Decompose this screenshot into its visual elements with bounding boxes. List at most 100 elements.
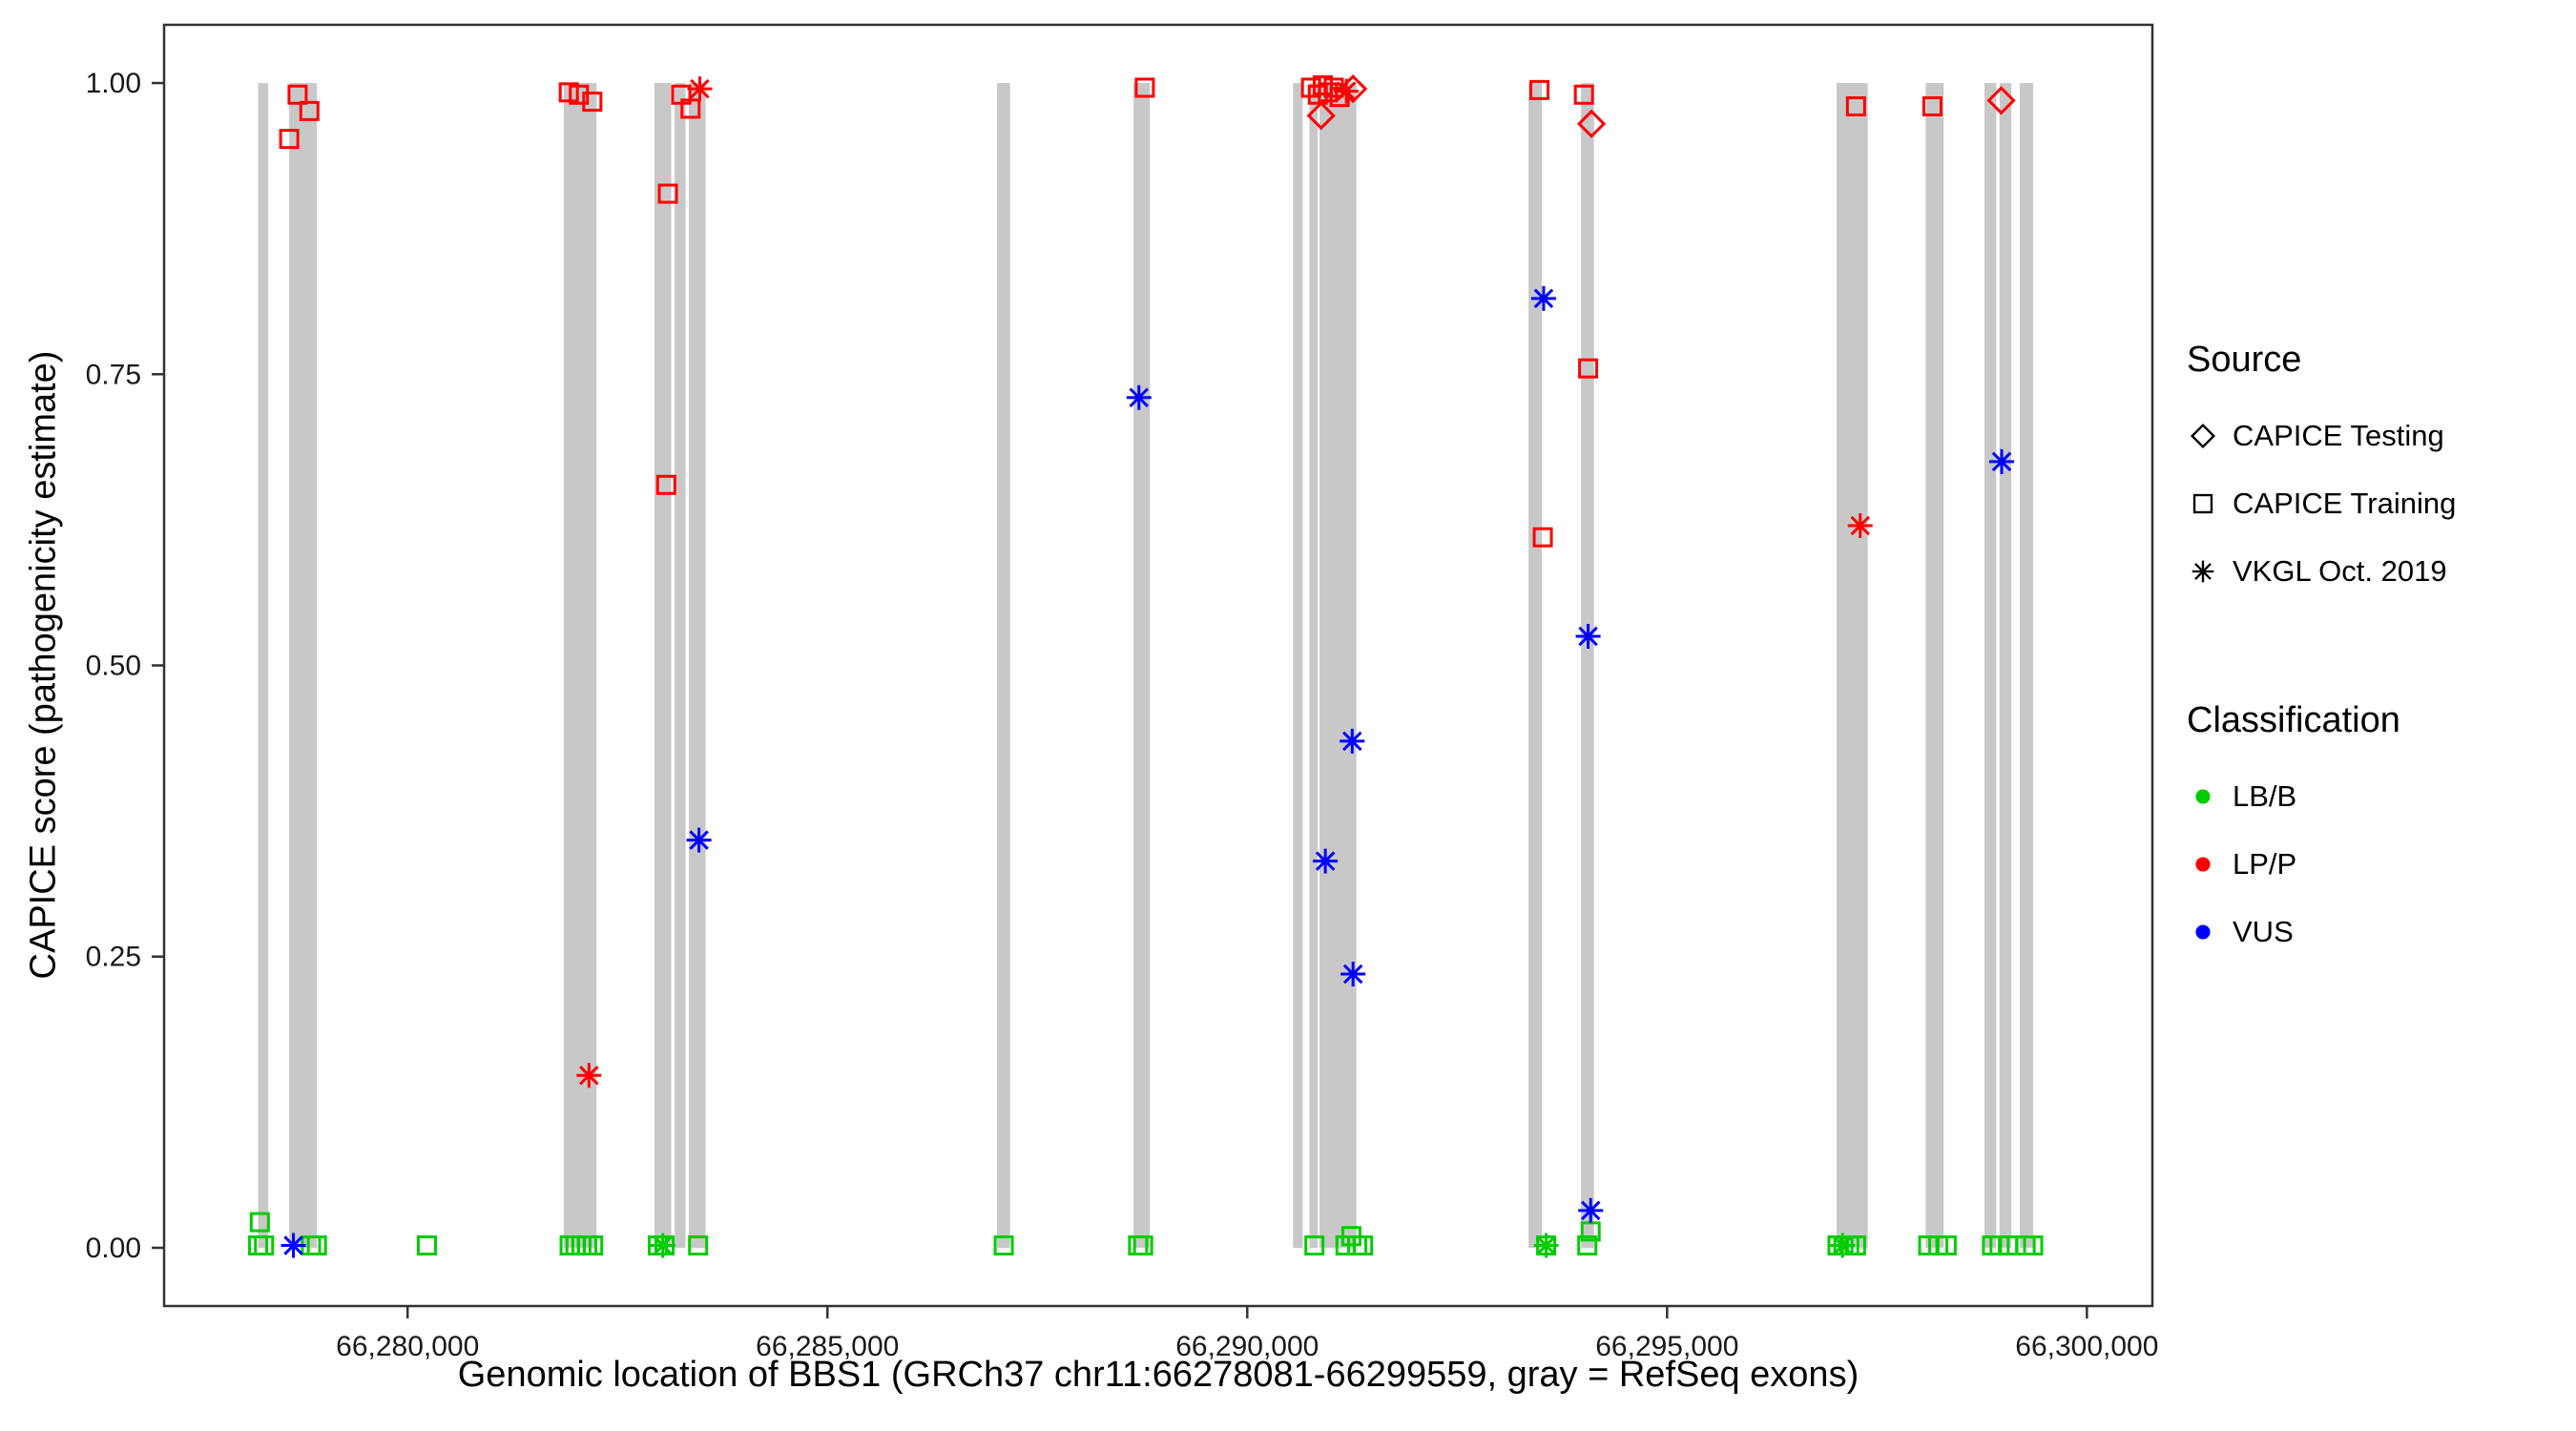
exon-bar bbox=[258, 83, 269, 1248]
point-asterisk bbox=[1126, 384, 1152, 410]
legend-item-vus: VUS bbox=[2187, 898, 2456, 965]
point-square bbox=[688, 1235, 709, 1256]
point-square bbox=[657, 183, 678, 204]
y-axis-title: CAPICE score (pathogenicity estimate) bbox=[23, 350, 64, 980]
point-asterisk bbox=[1334, 78, 1360, 104]
point-diamond bbox=[1306, 101, 1336, 131]
point-square bbox=[680, 98, 701, 119]
legend-label-lpp: LP/P bbox=[2233, 846, 2297, 881]
exon-bar bbox=[675, 83, 686, 1248]
point-square bbox=[1304, 1235, 1325, 1256]
point-square bbox=[1577, 1235, 1598, 1256]
exon-bar bbox=[1837, 83, 1868, 1248]
legend-label-lbb: LB/B bbox=[2233, 778, 2297, 813]
y-tick-label: 0.75 bbox=[86, 359, 141, 390]
point-asterisk bbox=[1575, 623, 1601, 649]
legend-item-capice-training: CAPICE Training bbox=[2187, 469, 2456, 537]
point-diamond bbox=[1986, 86, 2016, 115]
diamond-icon bbox=[2190, 423, 2216, 448]
exon-bar bbox=[289, 83, 318, 1248]
point-square bbox=[1922, 95, 1942, 116]
y-tick-label: 0.50 bbox=[86, 651, 141, 682]
x-tick-label: 66,285,000 bbox=[756, 1331, 899, 1362]
y-tick-label: 0.00 bbox=[86, 1233, 141, 1264]
point-square bbox=[1353, 1235, 1374, 1256]
exon-bar bbox=[1999, 83, 2012, 1248]
point-square bbox=[306, 1235, 327, 1256]
point-square bbox=[2023, 1235, 2044, 1256]
exon-bar bbox=[1581, 83, 1594, 1248]
point-asterisk bbox=[1578, 1197, 1604, 1223]
point-square bbox=[279, 129, 300, 150]
point-square bbox=[1845, 95, 1866, 116]
legend-item-capice-testing: CAPICE Testing bbox=[2187, 402, 2456, 469]
red-dot-icon bbox=[2195, 856, 2211, 872]
x-tick-label: 66,280,000 bbox=[336, 1331, 479, 1362]
green-dot-icon bbox=[2195, 788, 2211, 804]
point-square bbox=[299, 100, 320, 121]
point-asterisk bbox=[1847, 512, 1873, 538]
point-square bbox=[1312, 74, 1333, 95]
legend-label-vus: VUS bbox=[2233, 914, 2294, 948]
legend-item-lbb: LB/B bbox=[2187, 762, 2456, 830]
exon-bar bbox=[689, 83, 706, 1248]
point-square bbox=[1936, 1235, 1957, 1256]
point-square bbox=[416, 1235, 437, 1256]
x-axis-title: Genomic location of BBS1 (GRCh37 chr11:6… bbox=[457, 1355, 1859, 1395]
plot-panel bbox=[164, 25, 2152, 1306]
point-square bbox=[993, 1235, 1014, 1256]
legend-label-capice-testing: CAPICE Testing bbox=[2233, 418, 2444, 452]
point-square bbox=[287, 84, 308, 105]
point-asterisk bbox=[280, 1233, 306, 1258]
point-asterisk bbox=[1989, 448, 2015, 474]
exon-bar bbox=[1309, 83, 1319, 1248]
point-square bbox=[249, 1212, 270, 1233]
point-square bbox=[1573, 84, 1594, 105]
exon-bar bbox=[1925, 83, 1944, 1248]
exon-bar bbox=[1293, 83, 1303, 1248]
legend-label-capice-training: CAPICE Training bbox=[2233, 486, 2457, 520]
point-asterisk bbox=[576, 1063, 602, 1089]
point-asterisk bbox=[686, 827, 712, 853]
square-icon bbox=[2192, 493, 2213, 513]
x-tick-label: 66,290,000 bbox=[1175, 1331, 1319, 1362]
point-diamond bbox=[1576, 109, 1607, 138]
point-square bbox=[583, 1235, 604, 1256]
legend-title-source: Source bbox=[2187, 340, 2302, 380]
legend-label-vkgl: VKGL Oct. 2019 bbox=[2233, 553, 2447, 588]
point-square bbox=[1578, 358, 1599, 379]
point-square bbox=[569, 84, 590, 105]
point-asterisk bbox=[1533, 1233, 1559, 1258]
y-tick-label: 0.25 bbox=[86, 942, 141, 973]
y-tick-label: 1.00 bbox=[86, 68, 141, 99]
point-square bbox=[1134, 77, 1155, 98]
exon-bar bbox=[2019, 83, 2034, 1248]
exon-bar bbox=[997, 83, 1010, 1248]
point-asterisk bbox=[1830, 1233, 1856, 1258]
legend-group-classification: Classification LB/B LP/P VUS bbox=[2187, 700, 2456, 965]
exon-bar bbox=[1319, 83, 1357, 1248]
panel-border bbox=[162, 23, 2154, 1308]
exon-bar bbox=[1984, 83, 1997, 1248]
legend: Source CAPICE Testing CAPICE Training VK… bbox=[2187, 340, 2456, 965]
exon-bar bbox=[654, 83, 672, 1248]
point-asterisk bbox=[1530, 285, 1556, 311]
point-square bbox=[1132, 1235, 1153, 1256]
point-diamond bbox=[1339, 74, 1368, 104]
x-tick-label: 66,300,000 bbox=[2015, 1331, 2158, 1362]
legend-item-vkgl: VKGL Oct. 2019 bbox=[2187, 537, 2456, 605]
point-square bbox=[582, 92, 603, 113]
x-tick-label: 66,295,000 bbox=[1595, 1331, 1738, 1362]
point-square bbox=[1532, 527, 1553, 548]
point-asterisk bbox=[1340, 728, 1365, 754]
point-square bbox=[655, 474, 676, 495]
point-asterisk bbox=[1313, 848, 1339, 874]
point-square bbox=[558, 82, 579, 103]
point-asterisk bbox=[1340, 962, 1366, 987]
exon-bar bbox=[563, 83, 597, 1248]
blue-dot-icon bbox=[2195, 923, 2211, 940]
legend-title-classification: Classification bbox=[2187, 700, 2400, 740]
point-asterisk bbox=[687, 76, 713, 102]
point-square bbox=[1529, 79, 1550, 100]
